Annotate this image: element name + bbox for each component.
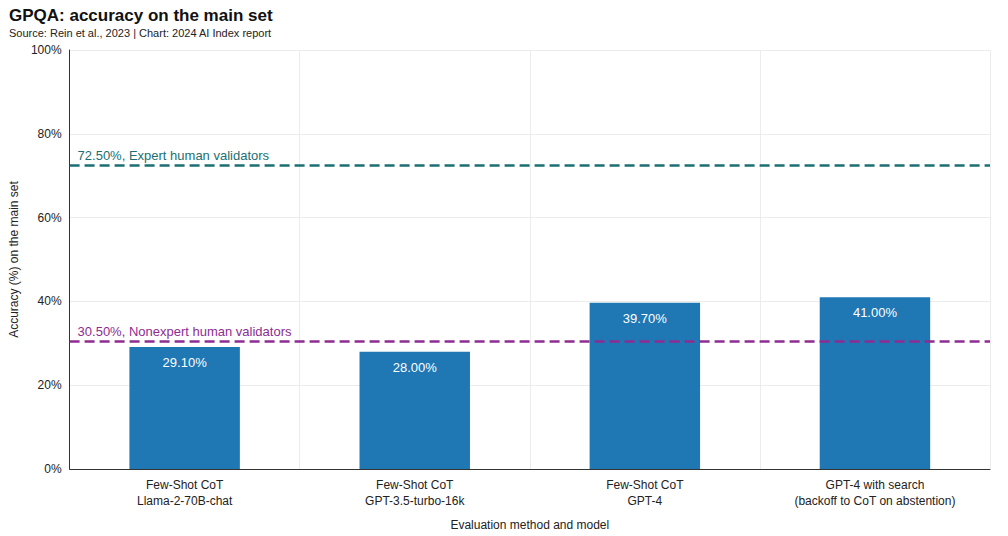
svg-text:80%: 80% xyxy=(38,127,62,141)
svg-text:Few-Shot CoT: Few-Shot CoT xyxy=(606,478,684,492)
svg-text:40%: 40% xyxy=(38,294,62,308)
svg-text:41.00%: 41.00% xyxy=(853,305,898,320)
svg-text:72.50%, Expert human validator: 72.50%, Expert human validators xyxy=(78,148,270,163)
svg-text:Few-Shot CoT: Few-Shot CoT xyxy=(146,478,224,492)
svg-text:30.50%, Nonexpert human valida: 30.50%, Nonexpert human validators xyxy=(78,324,292,339)
svg-text:(backoff to CoT on abstention): (backoff to CoT on abstention) xyxy=(794,494,955,508)
svg-text:GPQA: accuracy on the main set: GPQA: accuracy on the main set xyxy=(9,6,273,25)
svg-text:GPT-3.5-turbo-16k: GPT-3.5-turbo-16k xyxy=(365,494,465,508)
svg-text:29.10%: 29.10% xyxy=(163,355,208,370)
svg-text:20%: 20% xyxy=(38,378,62,392)
svg-text:Source: Rein et al., 2023 | Ch: Source: Rein et al., 2023 | Chart: 2024 … xyxy=(9,27,271,39)
svg-text:Few-Shot CoT: Few-Shot CoT xyxy=(376,478,454,492)
svg-text:100%: 100% xyxy=(31,43,62,57)
svg-text:0%: 0% xyxy=(44,462,62,476)
svg-text:Accuracy (%) on the main set: Accuracy (%) on the main set xyxy=(7,180,21,337)
svg-text:60%: 60% xyxy=(38,211,62,225)
svg-text:GPT-4: GPT-4 xyxy=(628,494,663,508)
svg-text:Llama-2-70B-chat: Llama-2-70B-chat xyxy=(137,494,233,508)
svg-text:GPT-4 with search: GPT-4 with search xyxy=(826,478,925,492)
svg-text:Evaluation method and model: Evaluation method and model xyxy=(450,518,609,532)
svg-text:39.70%: 39.70% xyxy=(623,311,668,326)
svg-text:28.00%: 28.00% xyxy=(393,360,438,375)
